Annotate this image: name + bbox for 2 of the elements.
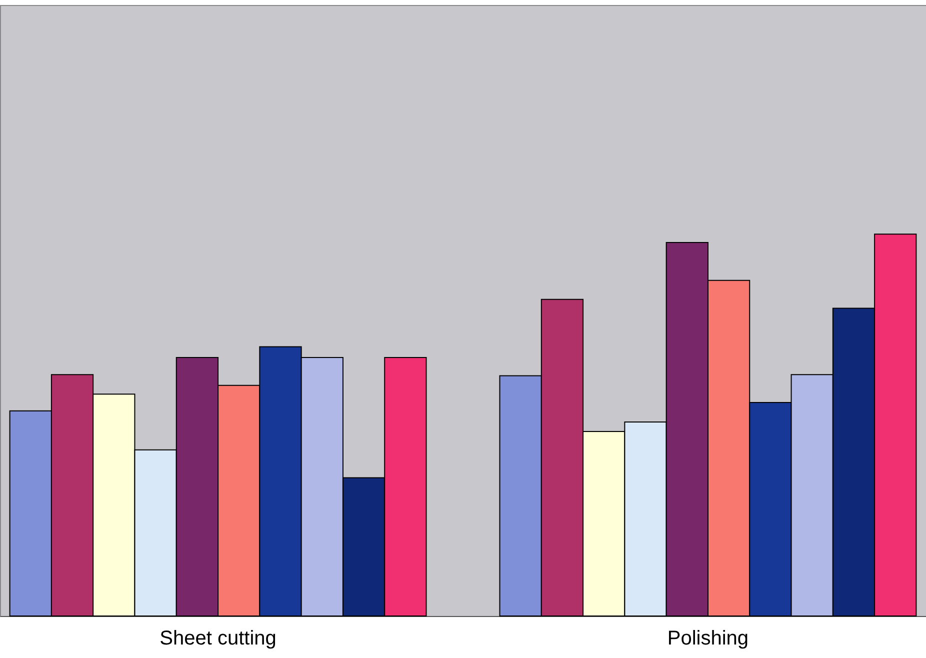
x-tick-label: Polishing bbox=[667, 628, 749, 650]
x-tick-label: Sheet cutting bbox=[160, 628, 276, 650]
